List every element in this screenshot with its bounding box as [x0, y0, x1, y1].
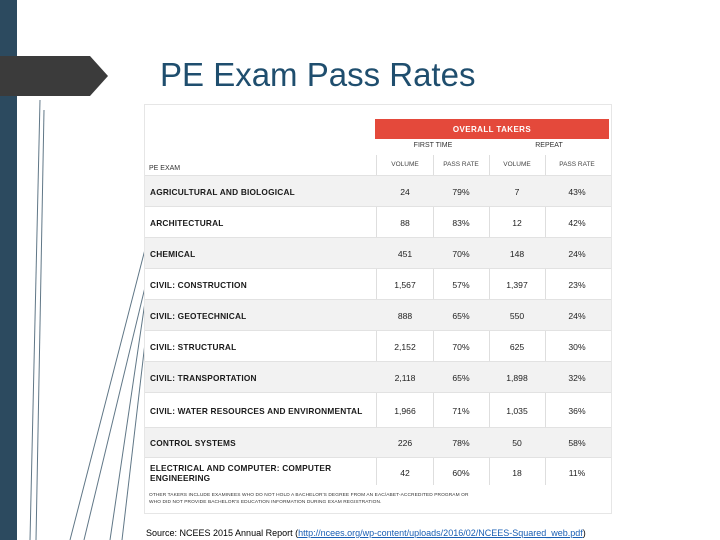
volume-cell: 1,898 [506, 372, 528, 383]
col-volume-repeat: VOLUME [503, 161, 531, 168]
volume-cell: 550 [509, 310, 525, 321]
exam-name: ELECTRICAL AND COMPUTER: COMPUTER ENGINE… [150, 463, 332, 483]
exam-name: CIVIL: STRUCTURAL [150, 341, 237, 352]
table-row: CHEMICAL 451 70% 148 24% [145, 237, 611, 269]
group-first-time: FIRST TIME [413, 142, 453, 149]
volume-cell: 42 [400, 468, 410, 478]
exam-name: ARCHITECTURAL [150, 217, 224, 228]
volume-cell: 24 [400, 186, 410, 197]
exam-name: CIVIL: TRANSPORTATION [150, 372, 257, 383]
overall-takers-header: OVERALL TAKERS [375, 119, 609, 139]
volume-cell: 7 [514, 186, 520, 197]
table-row: CONTROL SYSTEMS 226 78% 50 58% [145, 427, 611, 458]
volume-cell: 148 [509, 248, 525, 259]
pass-rate-cell: 58% [568, 438, 586, 448]
pass-rate-cell: 79% [452, 186, 470, 197]
pass-rate-cell: 83% [452, 217, 470, 228]
volume-cell: 1,966 [394, 405, 416, 416]
volume-cell: 2,118 [394, 372, 416, 383]
source-citation: Source: NCEES 2015 Annual Report (http:/… [146, 528, 586, 538]
pass-rate-cell: 71% [452, 405, 470, 416]
source-suffix: ) [582, 528, 586, 538]
exam-name: CIVIL: GEOTECHNICAL [150, 310, 247, 321]
volume-cell: 625 [509, 341, 525, 352]
table-row: CIVIL: TRANSPORTATION 2,118 65% 1,898 32% [145, 361, 611, 393]
pe-exam-label: PE EXAM [149, 165, 181, 172]
volume-cell: 888 [397, 310, 413, 321]
pass-rate-cell: 24% [568, 310, 586, 321]
exam-name: CIVIL: CONSTRUCTION [150, 279, 247, 290]
pass-rate-cell: 42% [568, 217, 586, 228]
pass-rate-cell: 43% [568, 186, 586, 197]
pass-rate-cell: 24% [568, 248, 586, 259]
table-row: CIVIL: GEOTECHNICAL 888 65% 550 24% [145, 299, 611, 331]
pass-rate-table: OVERALL TAKERS FIRST TIME REPEAT PE EXAM… [144, 104, 612, 514]
pass-rate-cell: 60% [452, 468, 470, 478]
volume-cell: 1,035 [506, 405, 528, 416]
volume-cell: 1,397 [506, 279, 528, 290]
source-link[interactable]: http://ncees.org/wp-content/uploads/2016… [298, 528, 583, 538]
volume-cell: 88 [400, 217, 410, 228]
exam-name: CHEMICAL [150, 248, 196, 259]
volume-cell: 50 [512, 438, 522, 448]
pass-rate-cell: 11% [568, 468, 586, 478]
pass-rate-cell: 23% [568, 279, 586, 290]
table-row: ELECTRICAL AND COMPUTER: COMPUTER ENGINE… [145, 457, 611, 488]
volume-cell: 12 [512, 217, 522, 228]
source-prefix: Source: NCEES 2015 Annual Report ( [146, 528, 299, 538]
volume-cell: 226 [397, 438, 413, 448]
slide-sidebar-bar [0, 0, 17, 540]
table-row: CIVIL: CONSTRUCTION 1,567 57% 1,397 23% [145, 268, 611, 300]
exam-name: AGRICULTURAL AND BIOLOGICAL [150, 186, 295, 197]
volume-cell: 18 [512, 468, 522, 478]
pass-rate-cell: 65% [452, 372, 470, 383]
pass-rate-cell: 30% [568, 341, 586, 352]
col-pass-rate-repeat: PASS RATE [559, 161, 595, 168]
table-row: ARCHITECTURAL 88 83% 12 42% [145, 206, 611, 238]
pass-rate-cell: 70% [452, 248, 470, 259]
exam-name: CIVIL: WATER RESOURCES AND ENVIRONMENTAL [150, 405, 363, 416]
pass-rate-cell: 65% [452, 310, 470, 321]
table-footnote: OTHER TAKERS INCLUDE EXAMINEES WHO DO NO… [149, 493, 469, 505]
col-pass-rate-first: PASS RATE [443, 161, 479, 168]
exam-name: CONTROL SYSTEMS [150, 438, 236, 448]
group-repeat: REPEAT [535, 142, 563, 149]
title-arrow-marker [0, 56, 108, 96]
pass-rate-cell: 36% [568, 405, 586, 416]
table-row: CIVIL: WATER RESOURCES AND ENVIRONMENTAL… [145, 392, 611, 428]
table-row: AGRICULTURAL AND BIOLOGICAL 24 79% 7 43% [145, 175, 611, 207]
volume-cell: 1,567 [394, 279, 416, 290]
pass-rate-cell: 70% [452, 341, 470, 352]
pass-rate-cell: 32% [568, 372, 586, 383]
table-row: CIVIL: STRUCTURAL 2,152 70% 625 30% [145, 330, 611, 362]
pass-rate-cell: 78% [452, 438, 470, 448]
col-volume-first: VOLUME [391, 161, 419, 168]
pass-rate-cell: 57% [452, 279, 470, 290]
page-title: PE Exam Pass Rates [160, 56, 476, 93]
volume-cell: 2,152 [394, 341, 416, 352]
volume-cell: 451 [397, 248, 413, 259]
